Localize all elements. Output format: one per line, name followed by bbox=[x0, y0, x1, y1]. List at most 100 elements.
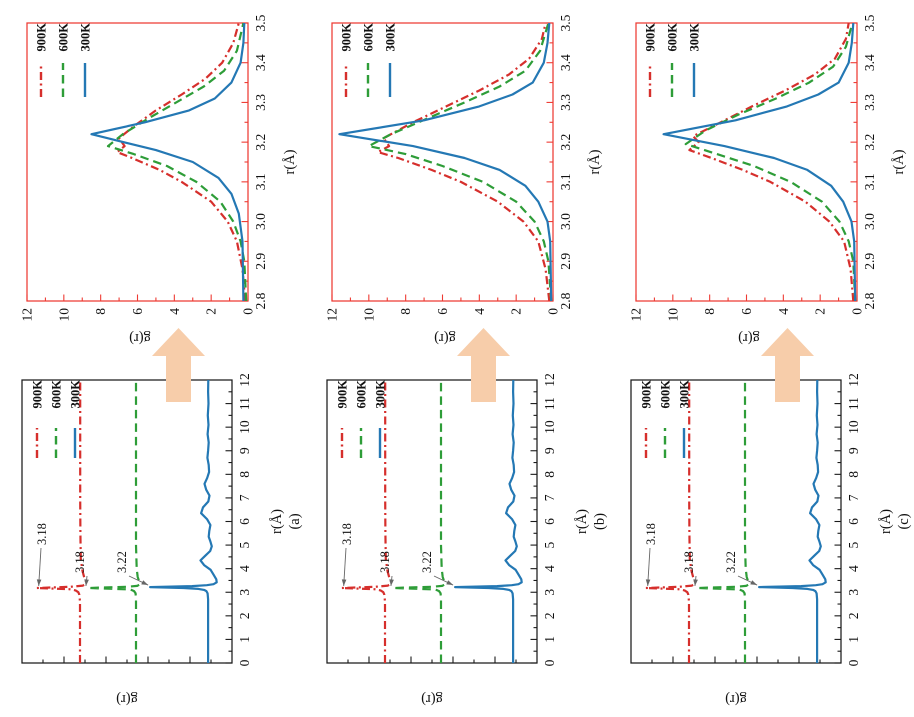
wide-panel-a: 0 1 2 3 4 5 6 7 8 9 10 11 12 r(Å) (a) g(r) 900K 600K 300K 3… bbox=[0, 358, 305, 717]
legend-label-300K: 300K bbox=[383, 23, 397, 52]
axes: 2.8 2.9 3.0 3.1 3.2 3.3 3.4 3.5 0 2 4 6 8 10 12 bbox=[629, 14, 878, 321]
x-tick-label: 9 bbox=[237, 447, 252, 454]
y-tick-label: 8 bbox=[702, 308, 717, 315]
series-curves bbox=[35, 379, 218, 663]
zoom-panel-a: 2.8 2.9 3.0 3.1 3.2 3.3 3.4 3.5 0 2 4 6 8 10 12 r(Å) g(r… bbox=[0, 0, 305, 358]
legend: 900K 600K 300K bbox=[335, 380, 387, 458]
x-tick-label: 3.2 bbox=[253, 134, 268, 151]
x-axis-title: r(Å) bbox=[587, 149, 603, 174]
axes: 2.8 2.9 3.0 3.1 3.2 3.3 3.4 3.5 0 2 4 6 8 10 12 bbox=[20, 14, 269, 321]
peak-annotation: 3.18 bbox=[73, 551, 87, 573]
x-tick-label: 4 bbox=[846, 565, 861, 572]
y-axis-title: g(r) bbox=[725, 691, 747, 707]
peak-annotation: 3.18 bbox=[682, 551, 696, 573]
x-tick-label: 5 bbox=[237, 541, 252, 548]
zoom-panel-c: 2.8 2.9 3.0 3.1 3.2 3.3 3.4 3.5 0 2 4 6 8 10 12 r(Å) g(r… bbox=[609, 0, 914, 358]
x-tick-label: 4 bbox=[542, 565, 557, 572]
zoom-rdf-plot-a: 2.8 2.9 3.0 3.1 3.2 3.3 3.4 3.5 0 2 4 6 8 10 12 r(Å) g(r… bbox=[20, 14, 299, 346]
series-curves bbox=[337, 22, 552, 302]
legend: 900K 600K 300K bbox=[35, 23, 93, 97]
panel-label: (c) bbox=[896, 513, 912, 529]
x-tick-label: 3.3 bbox=[862, 94, 877, 111]
peak-annotation: 3.18 bbox=[340, 523, 354, 545]
x-tick-label: 2 bbox=[237, 612, 252, 619]
legend-label-600K: 600K bbox=[659, 380, 673, 409]
x-axis-title: r(Å) bbox=[878, 509, 894, 534]
x-tick-label: 2.8 bbox=[558, 292, 573, 309]
x-tick-label: 12 bbox=[237, 373, 252, 387]
x-tick-label: 1 bbox=[237, 636, 252, 643]
x-tick-label: 9 bbox=[542, 447, 557, 454]
y-tick-label: 12 bbox=[629, 308, 644, 322]
y-tick-label: 2 bbox=[508, 308, 523, 315]
legend-label-300K: 300K bbox=[678, 380, 692, 409]
x-axis-title: r(Å) bbox=[574, 509, 590, 534]
peak-annotation: 3.22 bbox=[115, 551, 129, 573]
x-tick-label: 3.4 bbox=[253, 54, 268, 71]
x-tick-label: 11 bbox=[846, 397, 861, 410]
x-tick-label: 3 bbox=[542, 589, 557, 596]
annotation-leader bbox=[341, 547, 347, 587]
zoom-arrow-a bbox=[152, 328, 205, 402]
x-tick-label: 3.0 bbox=[253, 213, 268, 230]
x-tick-label: 5 bbox=[542, 541, 557, 548]
panel-label: (b) bbox=[592, 513, 608, 530]
annotation-leader bbox=[84, 575, 89, 587]
y-tick-label: 10 bbox=[666, 308, 681, 322]
x-tick-label: 5 bbox=[846, 541, 861, 548]
right-arrow-icon bbox=[152, 328, 205, 402]
x-tick-label: 2 bbox=[542, 612, 557, 619]
legend: 900K 600K 300K bbox=[644, 23, 702, 97]
wide-panel-c: 0 1 2 3 4 5 6 7 8 9 10 11 12 r(Å) (c) g(r) 900K 600K 300K 3… bbox=[609, 358, 914, 717]
peak-annotation: 3.18 bbox=[35, 523, 49, 545]
x-tick-label: 1 bbox=[542, 636, 557, 643]
y-tick-label: 10 bbox=[361, 308, 376, 322]
x-axis-title: r(Å) bbox=[891, 149, 907, 174]
x-tick-label: 3.3 bbox=[558, 94, 573, 111]
x-tick-label: 10 bbox=[237, 420, 252, 434]
series-curves bbox=[644, 379, 828, 663]
legend-label-900K: 900K bbox=[644, 23, 658, 52]
legend: 900K 600K 300K bbox=[31, 380, 83, 458]
annotation-leader bbox=[36, 547, 42, 587]
x-tick-label: 2 bbox=[846, 612, 861, 619]
y-tick-label: 4 bbox=[471, 308, 486, 315]
x-tick-label: 12 bbox=[542, 373, 557, 387]
x-tick-label: 8 bbox=[237, 471, 252, 478]
y-tick-label: 8 bbox=[93, 308, 108, 315]
y-tick-label: 12 bbox=[324, 308, 339, 322]
y-tick-label: 8 bbox=[398, 308, 413, 315]
x-tick-label: 3.1 bbox=[558, 173, 573, 190]
wide-panel-b: 0 1 2 3 4 5 6 7 8 9 10 11 12 r(Å) (b) g(r) 900K 600K 300K 3… bbox=[305, 358, 610, 717]
legend-label-900K: 900K bbox=[31, 380, 45, 409]
x-tick-label: 2.9 bbox=[253, 253, 268, 270]
x-tick-label: 7 bbox=[846, 494, 861, 501]
y-axis-title: g(r) bbox=[421, 691, 443, 707]
legend-label-600K: 600K bbox=[57, 23, 71, 52]
annotation-leader bbox=[646, 547, 651, 587]
series-curves bbox=[662, 22, 857, 302]
legend: 900K 600K 300K bbox=[640, 380, 692, 458]
legend-label-900K: 900K bbox=[339, 23, 353, 52]
y-tick-label: 6 bbox=[739, 308, 754, 315]
annotation-leader bbox=[128, 575, 149, 586]
legend-label-600K: 600K bbox=[50, 380, 64, 409]
x-tick-label: 3.5 bbox=[558, 14, 573, 31]
y-tick-label: 0 bbox=[850, 308, 865, 315]
y-tick-label: 2 bbox=[813, 308, 828, 315]
x-tick-label: 8 bbox=[542, 471, 557, 478]
x-tick-label: 10 bbox=[846, 420, 861, 434]
zoom-rdf-plot-c: 2.8 2.9 3.0 3.1 3.2 3.3 3.4 3.5 0 2 4 6 8 10 12 r(Å) g(r… bbox=[629, 14, 908, 346]
legend-label-900K: 900K bbox=[35, 23, 49, 52]
legend-label-600K: 600K bbox=[361, 23, 375, 52]
peak-annotation: 3.22 bbox=[724, 551, 738, 573]
x-tick-label: 3.0 bbox=[558, 213, 573, 230]
legend-label-900K: 900K bbox=[335, 380, 349, 409]
x-tick-label: 11 bbox=[542, 397, 557, 410]
x-tick-label: 6 bbox=[846, 518, 861, 525]
